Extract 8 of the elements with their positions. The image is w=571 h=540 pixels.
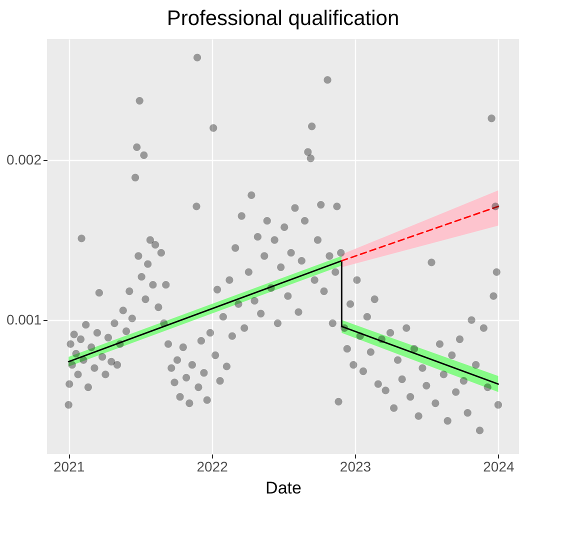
x-tick-label: 2021 (54, 458, 85, 474)
y-tick-label: 0.001 (6, 312, 42, 328)
y-tick-label: 0.002 (6, 151, 42, 168)
x-axis-title: Date (266, 478, 302, 498)
x-tick-label: 2024 (483, 458, 514, 474)
chart-title: Professional qualification (166, 7, 400, 30)
x-tick-label: 2023 (340, 458, 372, 474)
x-tick-label: 2022 (196, 458, 228, 474)
